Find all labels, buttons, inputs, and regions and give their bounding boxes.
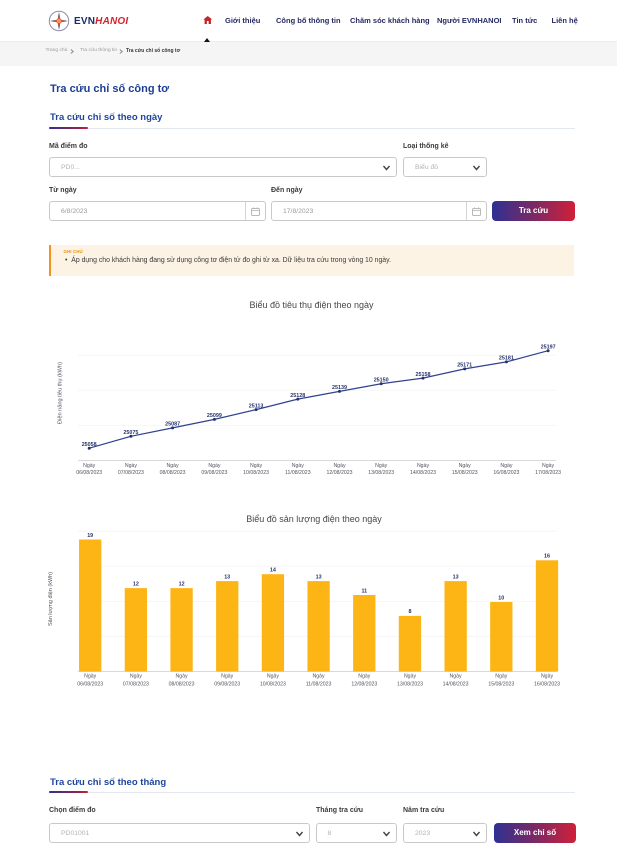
svg-text:Ngày: Ngày [541,674,554,680]
svg-text:25197: 25197 [541,344,556,350]
svg-text:Ngày: Ngày [450,674,463,680]
svg-text:Ngày: Ngày [358,674,371,680]
svg-text:07/08/2023: 07/08/2023 [123,682,149,688]
svg-text:17/08/2023: 17/08/2023 [535,470,561,476]
svg-text:16: 16 [544,554,550,560]
svg-text:16/08/2023: 16/08/2023 [493,470,519,476]
svg-text:15/08/2023: 15/08/2023 [452,470,478,476]
svg-text:11/08/2023: 11/08/2023 [285,470,311,476]
svg-text:25150: 25150 [374,377,389,383]
svg-text:25158: 25158 [416,372,431,378]
svg-text:14/08/2023: 14/08/2023 [443,682,469,688]
svg-text:Ngày: Ngày [84,674,97,680]
svg-text:Sản lượng điện (kWh): Sản lượng điện (kWh) [48,572,54,626]
svg-text:12: 12 [133,581,139,587]
svg-text:25181: 25181 [499,356,514,362]
svg-text:08/08/2023: 08/08/2023 [169,682,195,688]
svg-text:06/08/2023: 06/08/2023 [76,470,102,476]
svg-text:Điện năng tiêu thụ (kWh): Điện năng tiêu thụ (kWh) [58,362,64,424]
svg-text:8: 8 [409,609,412,615]
svg-text:09/08/2023: 09/08/2023 [214,682,240,688]
svg-text:11: 11 [361,588,367,594]
svg-text:07/08/2023: 07/08/2023 [118,470,144,476]
svg-text:12/08/2023: 12/08/2023 [327,470,353,476]
svg-text:Ngày: Ngày [404,674,417,680]
svg-text:13/08/2023: 13/08/2023 [368,470,394,476]
svg-text:Ngày: Ngày [292,463,305,469]
svg-text:Ngày: Ngày [313,674,326,680]
svg-text:Ngày: Ngày [500,463,513,469]
svg-text:Ngày: Ngày [542,463,555,469]
svg-text:Ngày: Ngày [167,463,180,469]
svg-text:Ngày: Ngày [459,463,472,469]
svg-text:06/08/2023: 06/08/2023 [77,682,103,688]
svg-text:Ngày: Ngày [83,463,96,469]
svg-text:10/08/2023: 10/08/2023 [243,470,269,476]
svg-text:10: 10 [498,595,504,601]
svg-text:25171: 25171 [457,363,472,369]
svg-text:25099: 25099 [207,413,222,419]
svg-text:15/08/2023: 15/08/2023 [488,682,514,688]
svg-text:Ngày: Ngày [417,463,430,469]
svg-text:13/08/2023: 13/08/2023 [397,682,423,688]
svg-text:25058: 25058 [82,442,97,448]
svg-text:12/08/2023: 12/08/2023 [351,682,377,688]
svg-text:08/08/2023: 08/08/2023 [160,470,186,476]
svg-text:Ngày: Ngày [221,674,234,680]
svg-text:14/08/2023: 14/08/2023 [410,470,436,476]
svg-text:Ngày: Ngày [375,463,388,469]
svg-text:13: 13 [316,574,322,580]
svg-text:16/08/2023: 16/08/2023 [534,682,560,688]
svg-text:25139: 25139 [332,385,347,391]
svg-text:14: 14 [270,568,276,574]
svg-text:11/08/2023: 11/08/2023 [306,682,332,688]
svg-text:19: 19 [87,533,93,539]
svg-text:12: 12 [179,581,185,587]
svg-text:25075: 25075 [123,430,138,436]
svg-text:10/08/2023: 10/08/2023 [260,682,286,688]
svg-text:25087: 25087 [165,422,180,428]
svg-text:Ngày: Ngày [208,463,221,469]
svg-text:Ngày: Ngày [176,674,189,680]
svg-text:Ngày: Ngày [250,463,263,469]
svg-text:25113: 25113 [249,403,264,409]
svg-text:13: 13 [453,574,459,580]
svg-text:Ngày: Ngày [130,674,143,680]
svg-text:Ngày: Ngày [125,463,138,469]
svg-text:Ngày: Ngày [267,674,280,680]
svg-text:13: 13 [224,574,230,580]
svg-text:Ngày: Ngày [495,674,508,680]
svg-text:25128: 25128 [290,393,305,399]
svg-text:09/08/2023: 09/08/2023 [201,470,227,476]
svg-text:Ngày: Ngày [333,463,346,469]
